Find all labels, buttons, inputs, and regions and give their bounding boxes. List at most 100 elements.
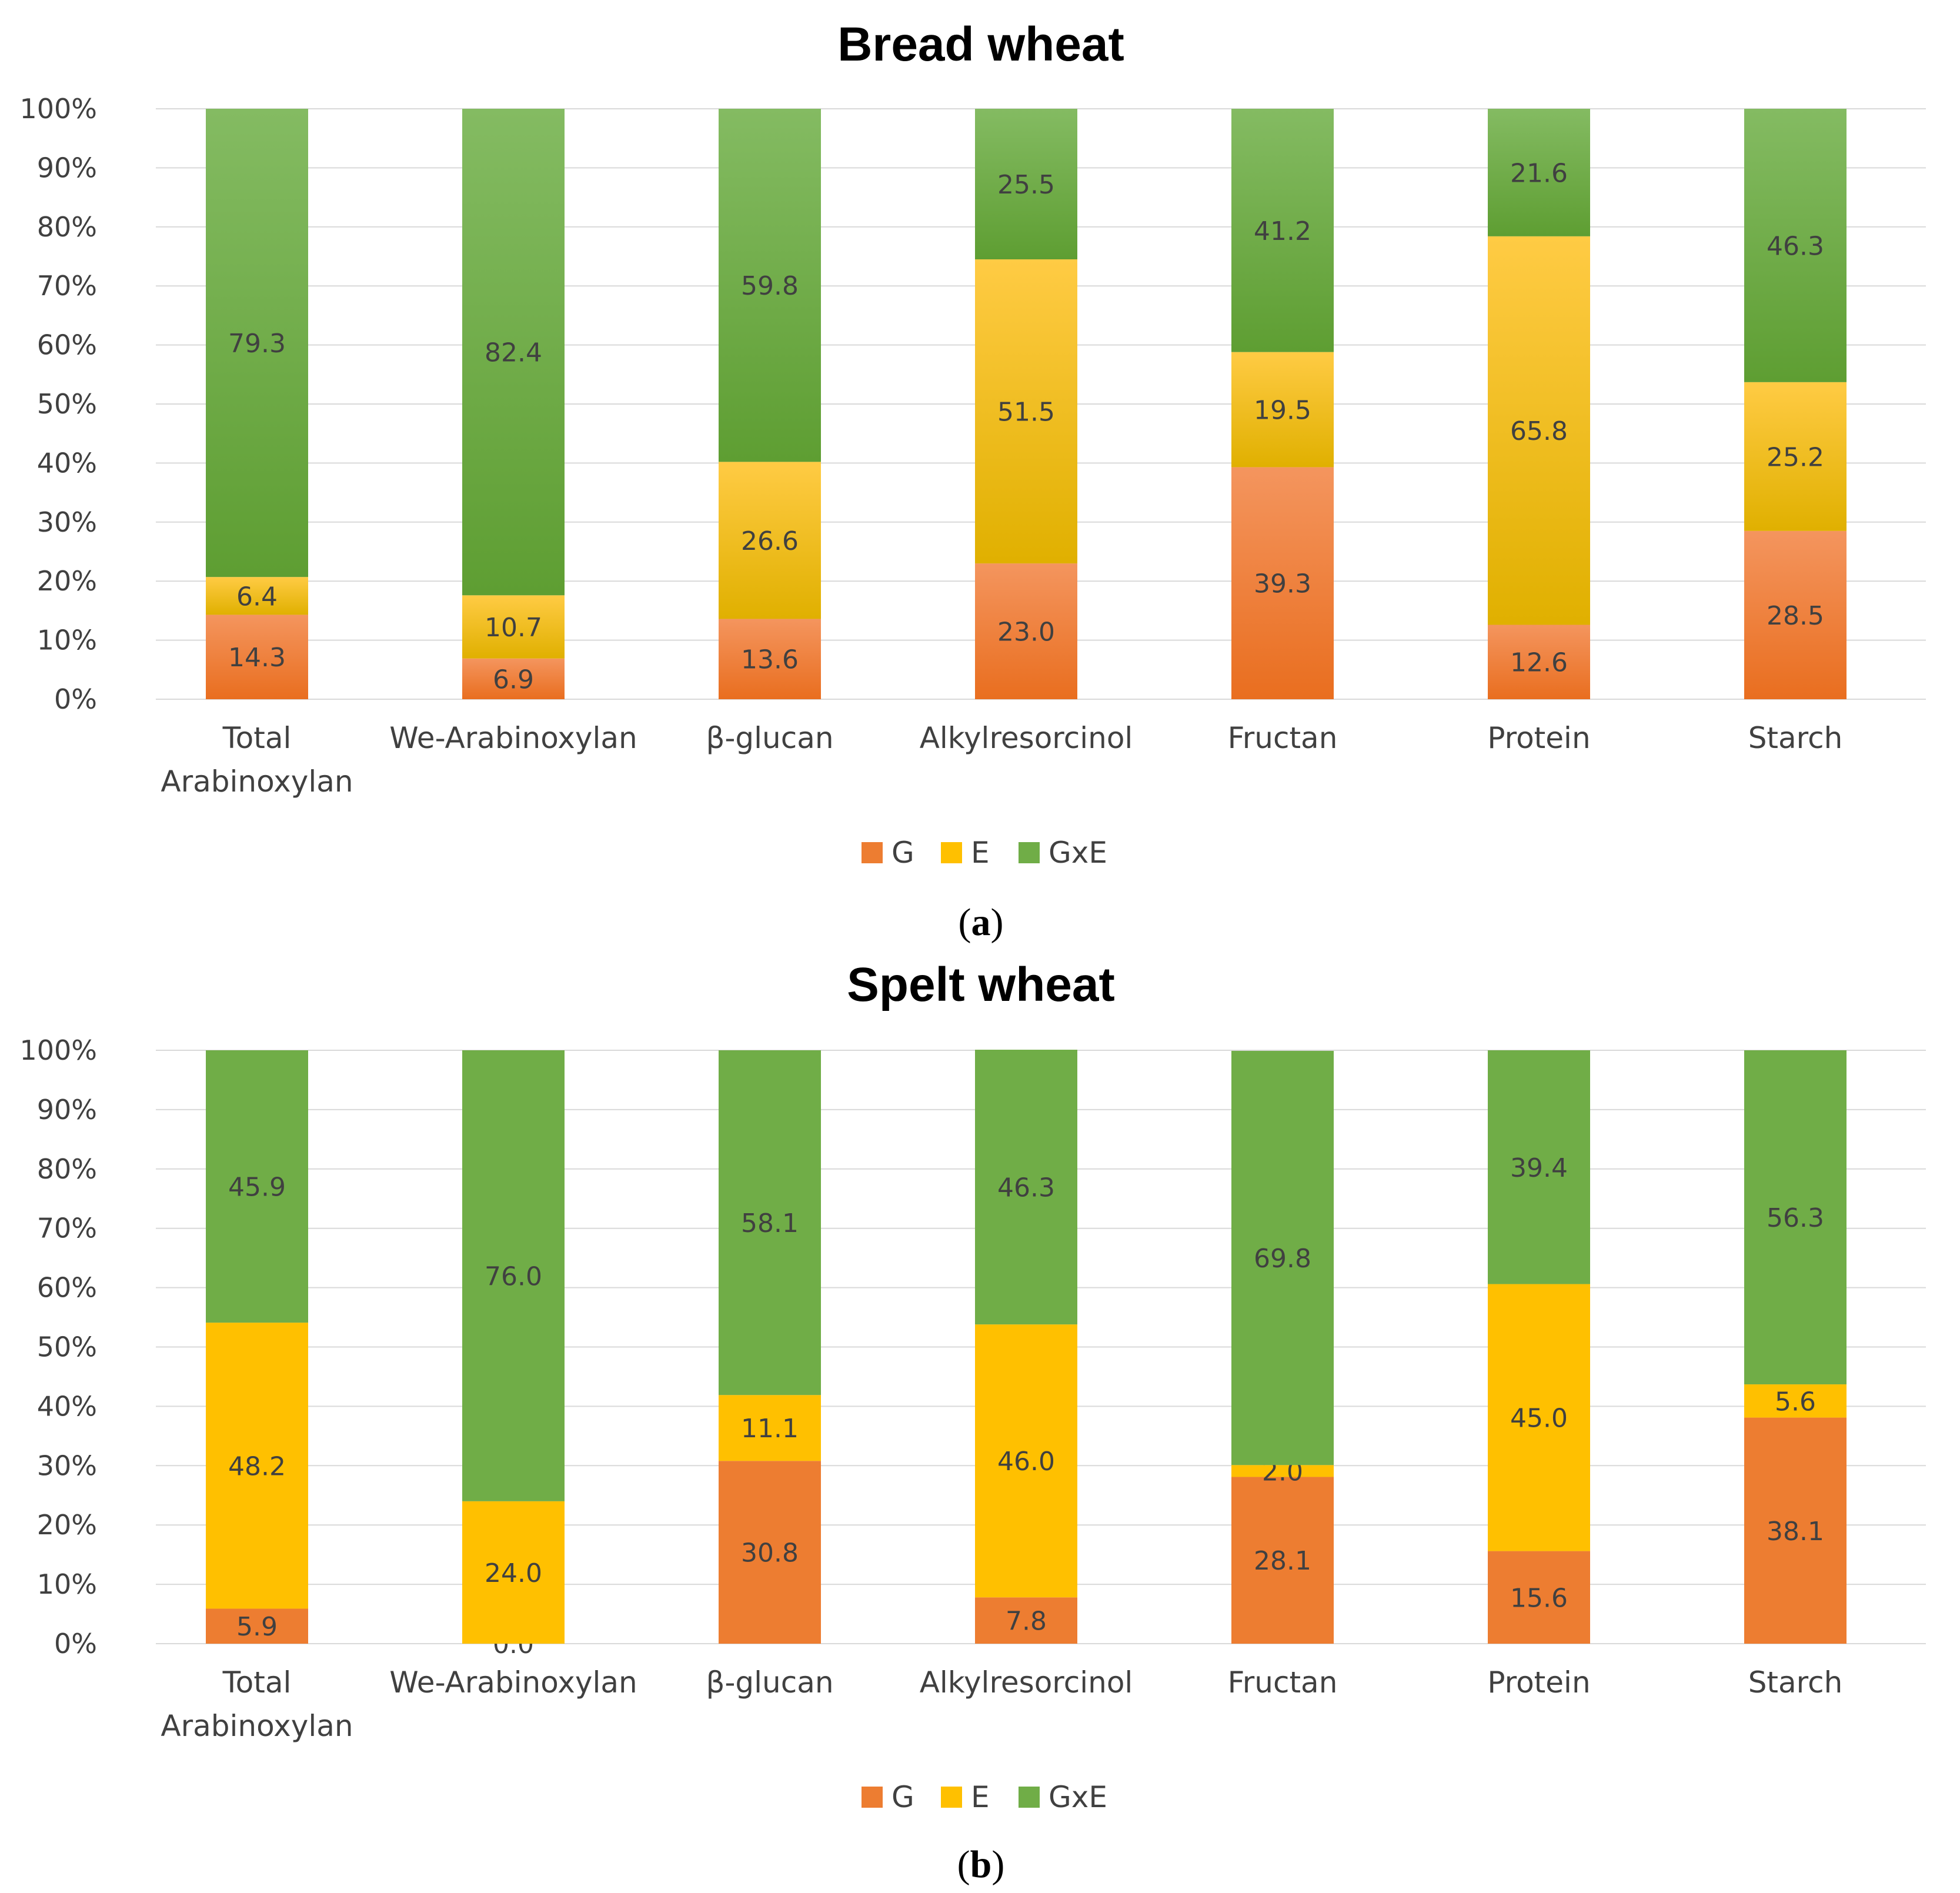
chart-a-legend: G E GxE: [862, 836, 1107, 870]
y-tick-label: 10%: [37, 625, 97, 656]
y-tick-label: 70%: [37, 1213, 97, 1244]
data-label: 5.9: [236, 1612, 278, 1642]
data-label: 28.5: [1767, 601, 1824, 631]
y-tick-label: 80%: [37, 211, 97, 243]
y-tick-label: 20%: [37, 565, 97, 597]
category-label: Total: [222, 721, 292, 755]
y-tick-label: 60%: [37, 329, 97, 361]
y-tick-label: 80%: [37, 1153, 97, 1185]
data-label: 25.2: [1767, 442, 1824, 472]
y-tick-label: 60%: [37, 1272, 97, 1304]
data-label: 24.0: [485, 1558, 542, 1588]
data-label: 46.3: [997, 1173, 1055, 1203]
bar-g-a: [462, 658, 565, 699]
data-label: 26.6: [741, 526, 799, 556]
chart-b: Spelt wheat 0% 10% 20% 30% 40% 50% 60% 70% 80% 90…: [19, 958, 1926, 1886]
bar-e-b: [975, 1324, 1077, 1598]
bar-e-b: [719, 1395, 821, 1461]
data-label: 6.4: [236, 582, 278, 612]
legend-item-e: E: [941, 1780, 990, 1814]
legend-label-gxe: GxE: [1049, 836, 1107, 870]
data-label: 58.1: [741, 1208, 799, 1238]
chart-a: Bread wheat 0% 10% 20% 30% 40% 50% 60% 70% 80% 90…: [19, 18, 1926, 944]
category-label: Arabinoxylan: [161, 764, 353, 799]
chart-a-plot: 0% 10% 20% 30% 40% 50% 60% 70% 80% 90% 100% 14.3 6.4…: [19, 93, 1926, 799]
bar-g-a: [975, 563, 1077, 699]
bar-gxe-a: [206, 109, 308, 577]
y-tick-label: 70%: [37, 270, 97, 302]
data-label: 5.6: [1775, 1387, 1816, 1417]
data-label: 21.6: [1510, 158, 1568, 188]
category-label: Alkylresorcinol: [920, 721, 1133, 755]
bar-e-b: [206, 1323, 308, 1609]
panel-label-a: (a): [959, 901, 1004, 944]
data-label: 14.3: [228, 643, 286, 673]
bar-g-b: [1488, 1551, 1590, 1644]
category-label: Protein: [1487, 721, 1590, 755]
chart-a-title: Bread wheat: [837, 18, 1124, 71]
y-tick-label: 30%: [37, 506, 97, 538]
bar-e-a: [1231, 352, 1334, 468]
data-label: 25.5: [997, 170, 1055, 200]
data-label: 7.8: [1006, 1607, 1047, 1637]
data-label: 10.7: [485, 613, 542, 643]
data-label: 46.3: [1767, 231, 1824, 261]
category-label: β-glucan: [706, 1665, 833, 1700]
category-label: Fructan: [1228, 1665, 1338, 1700]
bar-gxe-a: [1744, 109, 1847, 382]
data-label: 30.8: [741, 1538, 799, 1568]
data-label: 19.5: [1254, 396, 1311, 426]
data-label: 48.2: [228, 1451, 286, 1481]
bar-gxe-a: [462, 109, 565, 596]
bar-g-b: [206, 1608, 308, 1644]
y-tick-label: 90%: [37, 1094, 97, 1126]
y-tick-label: 20%: [37, 1509, 97, 1541]
data-label: 69.8: [1254, 1244, 1311, 1274]
bar-g-a: [719, 619, 821, 699]
bar-gxe-b: [462, 1050, 565, 1501]
bar-e-a: [1488, 236, 1590, 625]
data-label: 41.2: [1254, 216, 1311, 246]
legend-label-e: E: [971, 1780, 990, 1814]
legend-swatch-g: [862, 1787, 883, 1808]
y-tick-label: 40%: [37, 447, 97, 479]
legend-swatch-e: [941, 1787, 962, 1808]
data-label: 38.1: [1767, 1517, 1824, 1547]
data-label: 59.8: [741, 271, 799, 301]
category-label: Protein: [1487, 1665, 1590, 1700]
bar-e-a: [462, 595, 565, 659]
category-label: Fructan: [1228, 721, 1338, 755]
bar-e-a: [206, 577, 308, 615]
bar-gxe-b: [1231, 1051, 1334, 1465]
y-tick-label: 50%: [37, 388, 97, 420]
bar-gxe-b: [1744, 1050, 1847, 1385]
y-tick-label: 30%: [37, 1450, 97, 1481]
y-tick-label: 0%: [54, 1628, 97, 1660]
category-label: Starch: [1748, 721, 1843, 755]
y-tick-label: 50%: [37, 1331, 97, 1363]
panel-label-b: (b): [957, 1843, 1005, 1886]
category-label: Arabinoxylan: [161, 1709, 353, 1743]
data-label: 6.9: [493, 665, 534, 695]
legend-item-e: E: [941, 836, 990, 870]
bar-gxe-a: [1488, 109, 1590, 236]
legend-label-g: G: [891, 836, 914, 870]
data-label: 11.1: [741, 1414, 799, 1444]
legend-item-gxe: GxE: [1019, 836, 1107, 870]
bar-e-b: [1744, 1384, 1847, 1418]
y-tick-label: 0%: [54, 683, 97, 715]
bar-g-a: [1231, 467, 1334, 699]
legend-label-g: G: [891, 1780, 914, 1814]
legend-item-g: G: [862, 836, 914, 870]
bar-e-b: [462, 1501, 565, 1644]
data-label: 76.0: [485, 1261, 542, 1291]
data-label: 45.9: [228, 1173, 286, 1203]
bar-g-b: [1231, 1477, 1334, 1644]
category-label: Starch: [1748, 1665, 1843, 1700]
y-tick-label: 10%: [37, 1568, 97, 1600]
y-tick-label: 40%: [37, 1390, 97, 1422]
category-label: We-Arabinoxylan: [389, 721, 637, 755]
bar-g-b: [719, 1461, 821, 1644]
legend-label-e: E: [971, 836, 990, 870]
legend-swatch-gxe: [1019, 842, 1040, 863]
